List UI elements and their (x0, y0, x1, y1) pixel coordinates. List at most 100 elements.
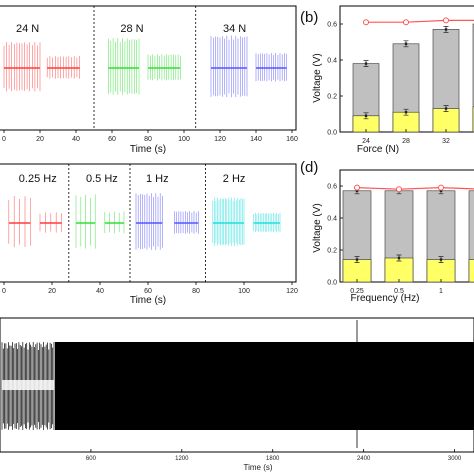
y-tick-label: 0.0 (327, 130, 337, 137)
panel-a-xlabel: Time (s) (130, 144, 166, 155)
burst (210, 35, 248, 98)
segment: 1 Hz (135, 173, 199, 250)
segment-label: 0.25 Hz (19, 173, 57, 185)
x-tick-label: 0 (2, 136, 6, 143)
burst (8, 196, 31, 248)
segment: 0.5 Hz (75, 173, 125, 249)
segment: 2 Hz (212, 173, 281, 246)
segment-label: 1 Hz (146, 173, 169, 185)
bar-yellow (432, 108, 460, 133)
panel-e-plot-area: 600 1200 1800 2400 3000 (0, 317, 474, 462)
panel-b-bar-chart: (b) 0.00.20.40.624283234 Force (N) Volta… (300, 5, 474, 155)
frame (0, 5, 297, 131)
segment: 24 N (3, 23, 80, 92)
y-tick-label: 0.2 (327, 248, 337, 255)
panel-d-ylabel: Voltage (V) (312, 203, 323, 252)
x-tick-label: 60 (108, 136, 116, 143)
x-tick-label: 100 (178, 136, 190, 143)
bar-yellow (468, 259, 474, 283)
bar-gray (468, 190, 474, 283)
mean-marker (364, 62, 368, 65)
segment: 28 N (108, 23, 181, 95)
series-point-red (363, 19, 369, 26)
mean-marker (404, 42, 408, 45)
bar-yellow (384, 257, 414, 283)
x-tick-label: 1200 (175, 456, 189, 462)
series-point-red (438, 184, 444, 191)
burst (135, 193, 163, 250)
segment-label: 28 N (120, 23, 143, 35)
series-point-red (396, 186, 402, 193)
panel-b-xlabel: Force (N) (357, 144, 399, 155)
panel-d-plot-area: 0.00.20.40.60.250.512 (327, 169, 474, 295)
y-tick-label: 0.4 (327, 58, 337, 65)
x-tick-label: 0 (2, 288, 6, 295)
panel-e-long-term-plot: 600 1200 1800 2400 3000 Time (s) (0, 317, 474, 472)
x-tick-label: 100 (238, 288, 250, 295)
panel-c-plot-area: 0.25 Hz 0.5 Hz 1 Hz 2 Hz (0, 163, 297, 283)
x-tick-label: 1 (439, 288, 443, 295)
mean-marker (355, 189, 359, 192)
x-tick-label: 2400 (357, 456, 371, 462)
burst (212, 197, 245, 246)
mean-marker (444, 107, 448, 110)
panel-a-axis: 0 20 40 60 80 100 120 140 160 (2, 130, 298, 143)
mean-marker (364, 114, 368, 117)
x-tick-label: 600 (86, 456, 97, 462)
frame (0, 317, 474, 453)
signal-gap (2, 380, 54, 390)
burst (75, 194, 96, 249)
mean-marker (355, 258, 359, 261)
panel-b-label: (b) (300, 9, 318, 26)
y-tick-label: 0.2 (327, 94, 337, 101)
panel-d-bar-chart: (d) 0.00.20.40.60.250.512 Frequency (Hz)… (300, 159, 474, 304)
x-tick-label: 28 (402, 138, 410, 145)
panel-e-xlabel: Time (s) (243, 463, 272, 472)
panel-c-xlabel: Time (s) (130, 295, 166, 306)
y-tick-label: 0.6 (327, 22, 337, 29)
mean-marker (444, 28, 448, 31)
x-tick-label: 40 (72, 136, 80, 143)
mean-marker (439, 258, 443, 261)
panel-b-plot-area: 0.00.20.40.624283234 (327, 5, 474, 145)
x-tick-label: 60 (144, 288, 152, 295)
segment-label: 0.5 Hz (86, 173, 118, 185)
x-tick-label: 160 (286, 136, 298, 143)
series-line-red (366, 19, 474, 23)
series-point-red (443, 17, 449, 24)
series-line-red (356, 186, 474, 190)
panel-d-label: (d) (300, 159, 318, 176)
panel-c-signal-plot: 0.25 Hz 0.5 Hz 1 Hz 2 Hz 0 20 40 60 80 100 120 Ti… (0, 163, 298, 306)
y-tick-label: 0.4 (327, 216, 337, 223)
series-point-red (354, 184, 360, 191)
bar-yellow (342, 259, 372, 283)
x-tick-label: 24 (362, 138, 370, 145)
segment-label: 24 N (16, 23, 39, 35)
bar-yellow (426, 259, 456, 283)
mean-marker (404, 111, 408, 114)
x-tick-label: 0.5 (394, 288, 404, 295)
x-tick-label: 120 (214, 136, 226, 143)
x-tick-label: 20 (48, 288, 56, 295)
panel-a-plot-area: 24 N 28 N 34 N (0, 5, 297, 131)
x-tick-label: 80 (192, 288, 200, 295)
x-tick-label: 40 (96, 288, 104, 295)
segment-label: 2 Hz (223, 173, 246, 185)
mean-marker (439, 189, 443, 192)
x-tick-label: 20 (36, 136, 44, 143)
burst (3, 42, 41, 92)
x-tick-label: 120 (286, 288, 298, 295)
x-tick-label: 0.25 (350, 288, 364, 295)
panel-c-axis: 0 20 40 60 80 100 120 (2, 282, 298, 295)
y-tick-label: 0.0 (327, 280, 337, 287)
series-point-red (403, 19, 409, 26)
mean-marker (397, 256, 401, 260)
x-tick-label: 32 (442, 138, 450, 145)
x-tick-label: 140 (250, 136, 262, 143)
panel-d-xlabel: Frequency (Hz) (351, 293, 420, 304)
segment: 0.25 Hz (8, 173, 62, 248)
x-tick-label: 1800 (266, 456, 280, 462)
y-tick-label: 0.6 (327, 184, 337, 191)
panel-a-signal-plot: 24 N 28 N 34 N 0 20 40 60 80 100 120 140 160 Time … (0, 5, 298, 155)
